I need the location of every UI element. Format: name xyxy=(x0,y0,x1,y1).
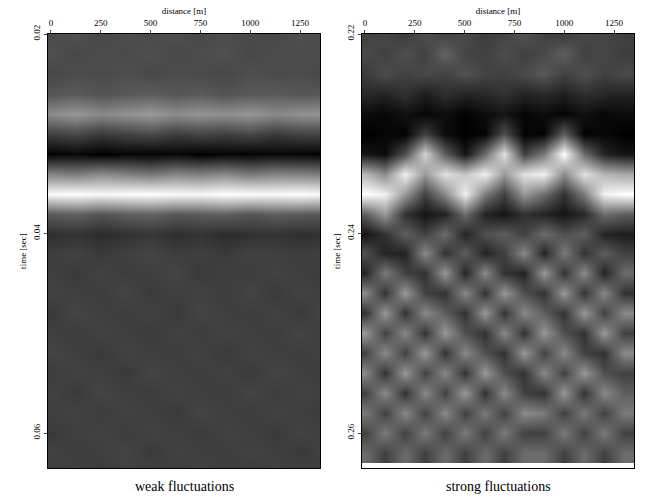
svg-text:750: 750 xyxy=(508,18,522,28)
svg-text:250: 250 xyxy=(94,18,108,28)
svg-text:0: 0 xyxy=(363,18,368,28)
svg-text:250: 250 xyxy=(408,18,422,28)
svg-text:distance [m]: distance [m] xyxy=(162,6,207,16)
svg-text:500: 500 xyxy=(144,18,158,28)
svg-text:0.26: 0.26 xyxy=(346,423,356,439)
svg-text:0.22: 0.22 xyxy=(346,25,356,41)
svg-text:1250: 1250 xyxy=(291,18,310,28)
svg-text:1000: 1000 xyxy=(241,18,260,28)
svg-text:strong fluctuations: strong fluctuations xyxy=(446,479,551,494)
svg-text:1250: 1250 xyxy=(605,18,624,28)
svg-text:weak fluctuations: weak fluctuations xyxy=(135,479,234,494)
svg-text:0.02: 0.02 xyxy=(32,25,42,41)
svg-text:0.04: 0.04 xyxy=(32,224,42,240)
svg-text:0.06: 0.06 xyxy=(32,423,42,439)
svg-text:0.24: 0.24 xyxy=(346,224,356,240)
svg-text:750: 750 xyxy=(194,18,208,28)
svg-text:1000: 1000 xyxy=(555,18,574,28)
svg-text:500: 500 xyxy=(458,18,472,28)
svg-text:distance [m]: distance [m] xyxy=(476,6,521,16)
svg-text:time [sec]: time [sec] xyxy=(18,233,28,269)
svg-text:time [sec]: time [sec] xyxy=(332,233,342,269)
svg-text:0: 0 xyxy=(49,18,54,28)
